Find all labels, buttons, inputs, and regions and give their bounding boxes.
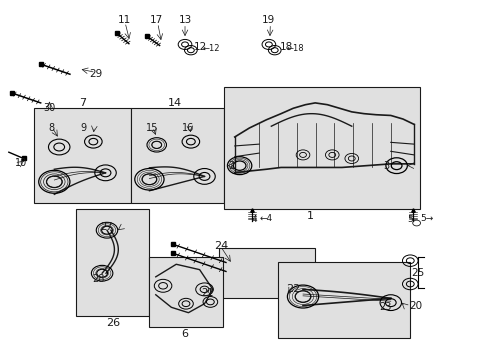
Text: 23: 23 [379,302,391,312]
Text: 21: 21 [202,288,214,298]
Text: 29: 29 [89,69,102,79]
Bar [219,248,315,298]
Text: 25: 25 [410,268,424,278]
Bar [131,108,224,203]
Text: 27: 27 [101,222,113,231]
Text: 24: 24 [214,241,228,251]
Bar [76,209,149,316]
Text: 3: 3 [382,161,388,171]
Text: 6: 6 [181,329,188,339]
Bar [277,262,409,338]
Text: 9: 9 [81,123,86,133]
Text: 26: 26 [105,319,120,328]
Text: 30: 30 [43,103,56,113]
Text: 11: 11 [117,15,130,26]
Text: 17: 17 [150,15,163,26]
Text: 5→: 5→ [419,214,432,223]
Text: 7: 7 [79,98,86,108]
Bar [149,257,222,327]
Text: 20: 20 [409,301,422,311]
Text: ←12: ←12 [203,44,220,53]
Text: 12: 12 [194,42,207,51]
Text: 13: 13 [178,15,191,26]
Text: 4: 4 [251,215,257,224]
Text: 1: 1 [306,211,313,221]
Text: 5: 5 [407,215,412,224]
Text: 10: 10 [15,158,27,168]
Text: 2: 2 [228,161,234,171]
Bar [34,108,131,203]
Text: 14: 14 [168,98,182,108]
Text: 18: 18 [279,42,292,51]
Text: 8: 8 [49,123,55,133]
Text: 22: 22 [285,284,300,294]
Text: ←18: ←18 [286,44,304,53]
Text: 16: 16 [182,123,194,133]
Bar [224,87,419,209]
Text: 19: 19 [262,15,275,26]
Text: 15: 15 [145,123,158,133]
Text: 28: 28 [92,274,104,284]
Text: ←4: ←4 [259,214,272,223]
